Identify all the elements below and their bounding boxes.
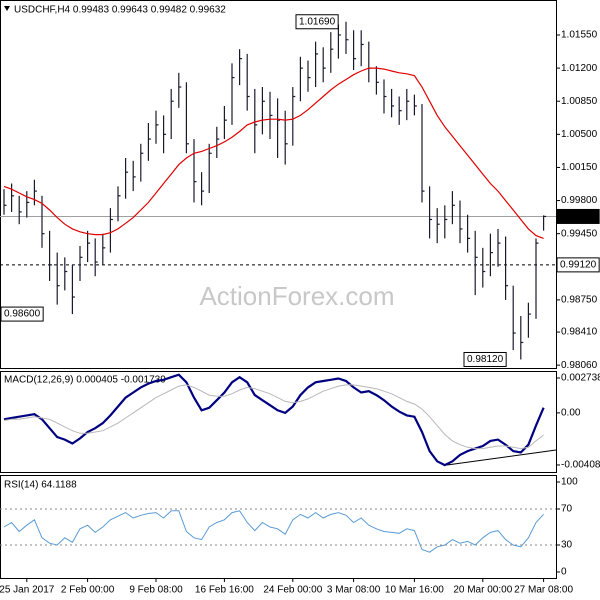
rsi-panel (0, 475, 557, 579)
y-tick-label: 100 (561, 477, 578, 488)
annotation-box (295, 14, 339, 30)
y-tick-label: 0 (561, 567, 567, 578)
y-tick-label: 0.98060 (561, 360, 598, 371)
watermark: ActionForex.com (199, 281, 394, 311)
x-tick-label: 9 Feb 08:00 (129, 585, 183, 596)
price-panel (0, 0, 557, 369)
y-tick-label: 1.00500 (561, 129, 598, 140)
indicator-line (3, 384, 544, 450)
annotation-label: 0.98600 (4, 309, 41, 320)
x-tick-label: 20 Mar 00:00 (453, 585, 512, 596)
current-price-box (556, 208, 600, 224)
annotation-label: 1.01690 (299, 16, 336, 27)
menu-arrow (4, 6, 10, 11)
x-tick-label: 25 Jan 2017 (0, 585, 55, 596)
x-tick-label: 16 Feb 16:00 (195, 585, 254, 596)
y-tick-label: 0.002738 (561, 373, 600, 384)
current-price-label: 0.99632 (560, 211, 597, 222)
y-tick-label: 1.00150 (561, 162, 598, 173)
annotation-label: 0.98120 (467, 354, 504, 365)
y-tick-label: 0.99800 (561, 195, 598, 206)
indicator-line (3, 510, 544, 553)
rsi-title: RSI(14) 64.1188 (4, 480, 77, 491)
y-tick-label: 0.99450 (561, 228, 598, 239)
y-tick-label: 30 (561, 540, 573, 551)
y-tick-label: 0.98410 (561, 327, 598, 338)
trendline (446, 449, 557, 466)
annotation-box (0, 306, 44, 322)
macd-title: MACD(12,26,9) 0.000405 -0.001739 (4, 375, 166, 386)
y-tick-label: 1.01200 (561, 63, 598, 74)
y-tick-label: 70 (561, 504, 573, 515)
annotation-box (463, 351, 507, 367)
level-label: 0.99120 (560, 260, 597, 271)
x-tick-label: 3 Mar 08:00 (327, 585, 381, 596)
macd-panel (0, 371, 557, 473)
x-tick-label: 24 Feb 00:00 (263, 585, 322, 596)
y-tick-label: 0.98750 (561, 295, 598, 306)
y-tick-label: -0.004088 (561, 460, 600, 471)
moving-average (3, 67, 544, 239)
chart-title: USDCHF,H4 0.99483 0.99643 0.99482 0.9963… (14, 5, 226, 16)
indicator-line (3, 373, 545, 467)
x-tick-label: 2 Feb 00:00 (61, 585, 115, 596)
y-tick-label: 0.00 (561, 408, 581, 419)
y-tick-label: 1.01550 (561, 30, 598, 41)
x-tick-label: 27 Mar 08:00 (514, 585, 573, 596)
y-tick-label: 1.00850 (561, 96, 598, 107)
level-box (556, 257, 600, 273)
x-tick-label: 10 Mar 16:00 (385, 585, 444, 596)
